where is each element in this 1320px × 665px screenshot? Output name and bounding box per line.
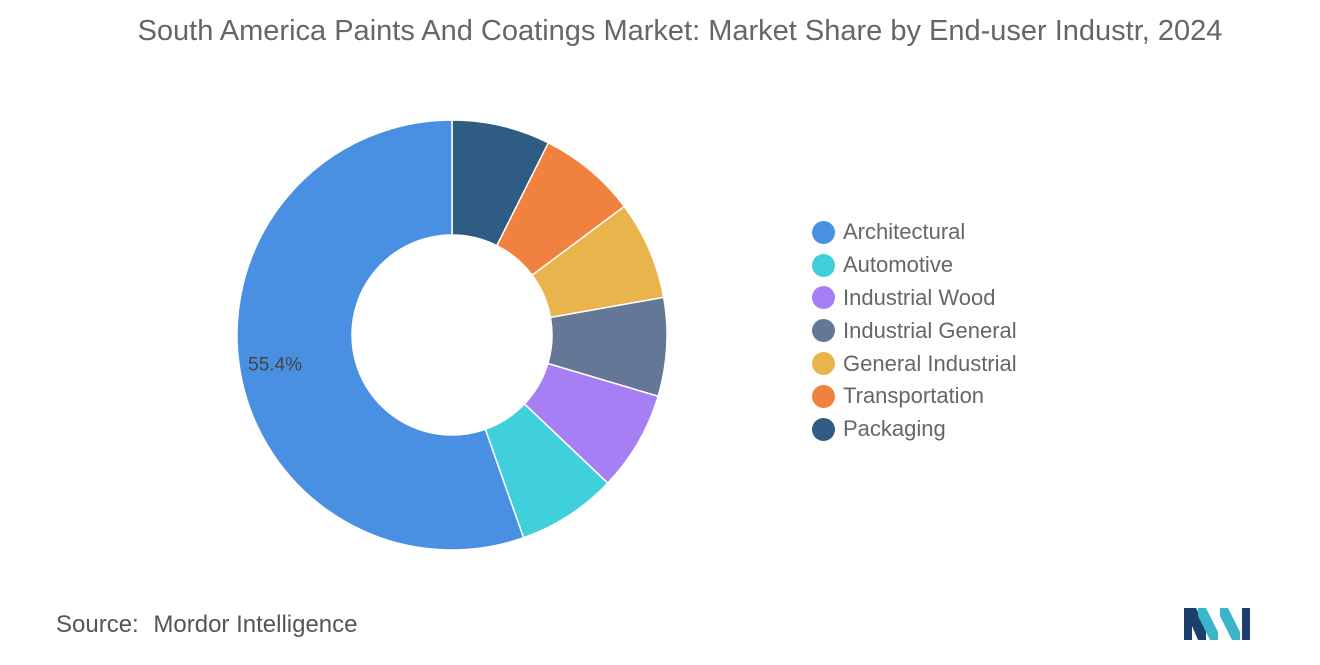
legend-item-industrial-general: Industrial General	[812, 314, 1017, 347]
legend-label: Architectural	[843, 219, 966, 245]
mordor-intelligence-logo-icon	[1184, 608, 1250, 640]
legend-swatch	[812, 352, 835, 376]
legend-item-packaging: Packaging	[812, 413, 1017, 446]
legend-swatch	[812, 319, 835, 343]
source-note: Source: Mordor Intelligence	[56, 611, 358, 639]
legend-label: Automotive	[843, 252, 954, 278]
source-name: Mordor Intelligence	[153, 611, 358, 638]
legend-label: Industrial Wood	[843, 284, 996, 310]
legend-swatch	[812, 286, 835, 310]
legend-label: Packaging	[843, 416, 946, 442]
legend-label: Industrial General	[843, 317, 1017, 343]
legend-swatch	[812, 384, 835, 408]
slice-architectural	[236, 119, 525, 551]
legend-item-general-industrial: General Industrial	[812, 347, 1017, 380]
chart-legend: Architectural Automotive Industrial Wood In…	[812, 216, 1017, 446]
data-labels: 55.4%	[248, 354, 302, 375]
legend-item-industrial-wood: Industrial Wood	[812, 282, 1017, 315]
chart-title: South America Paints And Coatings Market…	[137, 15, 1223, 47]
legend-swatch	[812, 253, 835, 277]
legend-swatch	[812, 417, 835, 441]
legend-item-automotive: Automotive	[812, 249, 1017, 282]
legend-label: Transportation	[843, 383, 985, 409]
legend-item-transportation: Transportation	[812, 380, 1017, 413]
legend-label: General Industrial	[843, 350, 1017, 376]
legend-item-architectural: Architectural	[812, 216, 1017, 249]
legend-swatch	[812, 220, 835, 244]
data-label-architectural: 55.4%	[248, 354, 302, 375]
donut-slices	[236, 119, 668, 551]
source-label: Source:	[56, 611, 139, 638]
